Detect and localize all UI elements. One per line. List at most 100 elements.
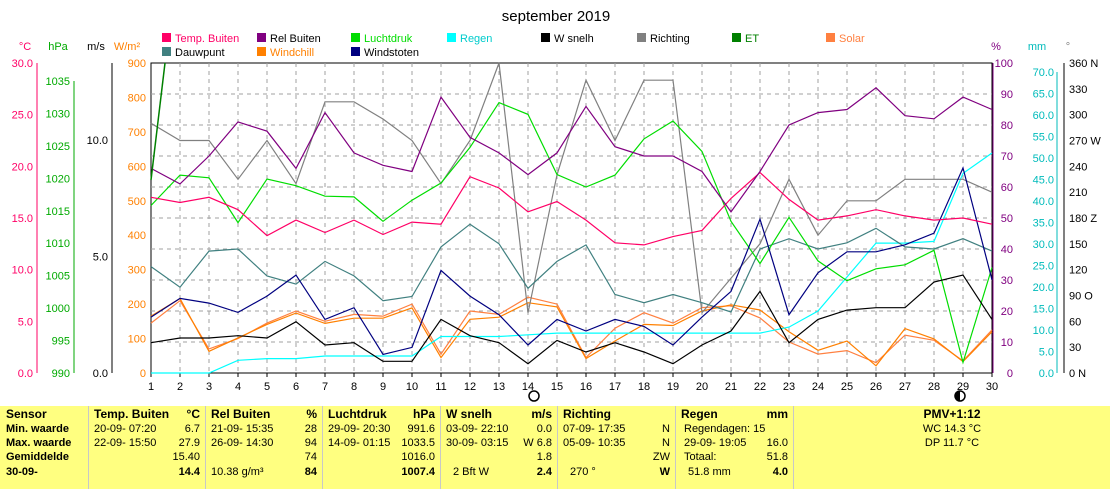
press-current-value: 1007.4: [401, 466, 435, 478]
mm-tick: 15.0: [1033, 304, 1054, 316]
pct-tick: 60: [1001, 182, 1013, 194]
row-label-today: 30-09-: [6, 466, 38, 478]
series-line-richting: [150, 62, 993, 315]
temp-avg-value: 15.40: [172, 451, 200, 463]
col-pmv: PMV+1:12 WC 14.3 °C DP 11.7 °C: [793, 406, 1110, 489]
axis-unit-labels: °C hPa m/s W/m² % mm °: [19, 41, 1070, 53]
x-tick-label: 15: [551, 381, 563, 393]
dir-avg-value: ZW: [652, 451, 670, 463]
hpa-tick: 990: [52, 368, 70, 380]
row-label-avg: Gemiddelde: [6, 451, 69, 463]
legend-swatch: [257, 33, 266, 42]
rel-max-value: 94: [304, 437, 317, 449]
temp-tick: 5.0: [18, 316, 33, 328]
wind-max-time: 30-09- 03:15: [446, 437, 509, 449]
legend-label: Luchtdruk: [364, 33, 413, 45]
dir-tick: 270 W: [1069, 136, 1101, 148]
hpa-tick: 1035: [46, 76, 70, 88]
mm-tick: 70.0: [1033, 67, 1054, 79]
wind-max-value: W 6.8: [523, 437, 552, 449]
unit-mm: mm: [1028, 41, 1046, 53]
unit-hpa: hPa: [48, 41, 68, 53]
hpa-tick: 1015: [46, 206, 70, 218]
dir-max-time: 05-09- 10:35: [563, 437, 626, 449]
x-tick-label: 13: [493, 381, 505, 393]
hdr-pmv: PMV+1:12: [923, 407, 981, 421]
hdr-rain-unit: mm: [766, 407, 788, 421]
unit-wm2: W/m²: [114, 41, 141, 53]
hdr-sensor: Sensor: [6, 407, 47, 421]
rain-current-value: 4.0: [772, 466, 788, 478]
data-series: [150, 62, 993, 374]
new-moon-shade: [955, 391, 960, 401]
row-label-min: Min. waarde: [6, 423, 69, 435]
dir-tick: 210: [1069, 187, 1087, 199]
mm-tick: 50.0: [1033, 153, 1054, 165]
x-tick-label: 29: [957, 381, 969, 393]
legend-label: W snelh: [554, 33, 594, 45]
hdr-wind-unit: m/s: [531, 407, 552, 421]
rel-min-time: 21-09- 15:35: [211, 423, 274, 435]
x-tick-label: 9: [380, 381, 386, 393]
legend-swatch: [826, 33, 835, 42]
legend-label: Windstoten: [364, 47, 419, 59]
legend-swatch: [447, 33, 456, 42]
pct-tick: 10: [1001, 337, 1013, 349]
series-line-windstoten: [150, 166, 993, 356]
mm-tick: 55.0: [1033, 132, 1054, 144]
legend-swatch: [257, 47, 266, 56]
temp-tick: 25.0: [12, 110, 33, 122]
temp-min-value: 6.7: [184, 423, 200, 435]
legend-label: Solar: [839, 33, 865, 45]
mm-tick: 25.0: [1033, 261, 1054, 273]
dir-tick: 150: [1069, 239, 1087, 251]
x-tick-label: 20: [696, 381, 708, 393]
mm-tick: 5.0: [1039, 347, 1054, 359]
legend-swatch: [637, 33, 646, 42]
legend-label: Temp. Buiten: [175, 33, 239, 45]
x-tick-label: 21: [725, 381, 737, 393]
rel-max-time: 26-09- 14:30: [211, 437, 274, 449]
moon-markers: [528, 390, 966, 402]
rain-max-time: 29-09- 19:05: [684, 437, 747, 449]
dir-max-value: N: [662, 437, 670, 449]
rain-total-label: Totaal:: [684, 451, 717, 463]
legend-swatch: [732, 33, 741, 42]
mm-tick: 20.0: [1033, 282, 1054, 294]
wm2-tick: 200: [128, 299, 146, 311]
dir-tick: 120: [1069, 265, 1087, 277]
dir-tick: 90 O: [1069, 291, 1093, 303]
series-line-w-snelh: [150, 274, 993, 365]
x-tick-label: 27: [899, 381, 911, 393]
x-tick-label: 2: [177, 381, 183, 393]
unit-degrees: °: [1066, 41, 1070, 53]
temp-tick: 10.0: [12, 265, 33, 277]
x-tick-label: 30: [986, 381, 998, 393]
hpa-tick: 1020: [46, 173, 70, 185]
series-line-solar: [150, 296, 993, 364]
legend-swatch: [162, 33, 171, 42]
dir-tick: 330: [1069, 84, 1087, 96]
dir-tick: 360 N: [1069, 58, 1098, 70]
rain-days: Regendagen: 15: [684, 423, 766, 435]
temp-tick: 30.0: [12, 58, 33, 70]
mm-tick: 35.0: [1033, 218, 1054, 230]
pct-tick: 90: [1001, 89, 1013, 101]
x-tick-label: 3: [206, 381, 212, 393]
rel-current-value: 84: [304, 466, 317, 478]
col-wind: W snelh m/s 03-09- 22:10 0.0 30-09- 03:1…: [440, 406, 558, 489]
hdr-pressure: Luchtdruk: [328, 407, 387, 421]
ms-tick: 10.0: [87, 135, 108, 147]
legend-swatch: [351, 33, 360, 42]
mm-tick: 45.0: [1033, 175, 1054, 187]
x-tick-label: 26: [870, 381, 882, 393]
temp-current-value: 14.4: [178, 466, 200, 478]
pct-tick: 30: [1001, 275, 1013, 287]
dir-tick: 300: [1069, 110, 1087, 122]
temp-max-time: 22-09- 15:50: [94, 437, 157, 449]
rain-total-value: 51.8: [766, 451, 788, 463]
x-tick-label: 14: [522, 381, 534, 393]
x-tick-label: 7: [322, 381, 328, 393]
axis-ticks: 1 2 3 4 5 6 7 8 9 10 11 12 13 14 15 16 17 18 19 20 21 22 23 24 2…: [12, 58, 1102, 393]
x-tick-label: 18: [638, 381, 650, 393]
